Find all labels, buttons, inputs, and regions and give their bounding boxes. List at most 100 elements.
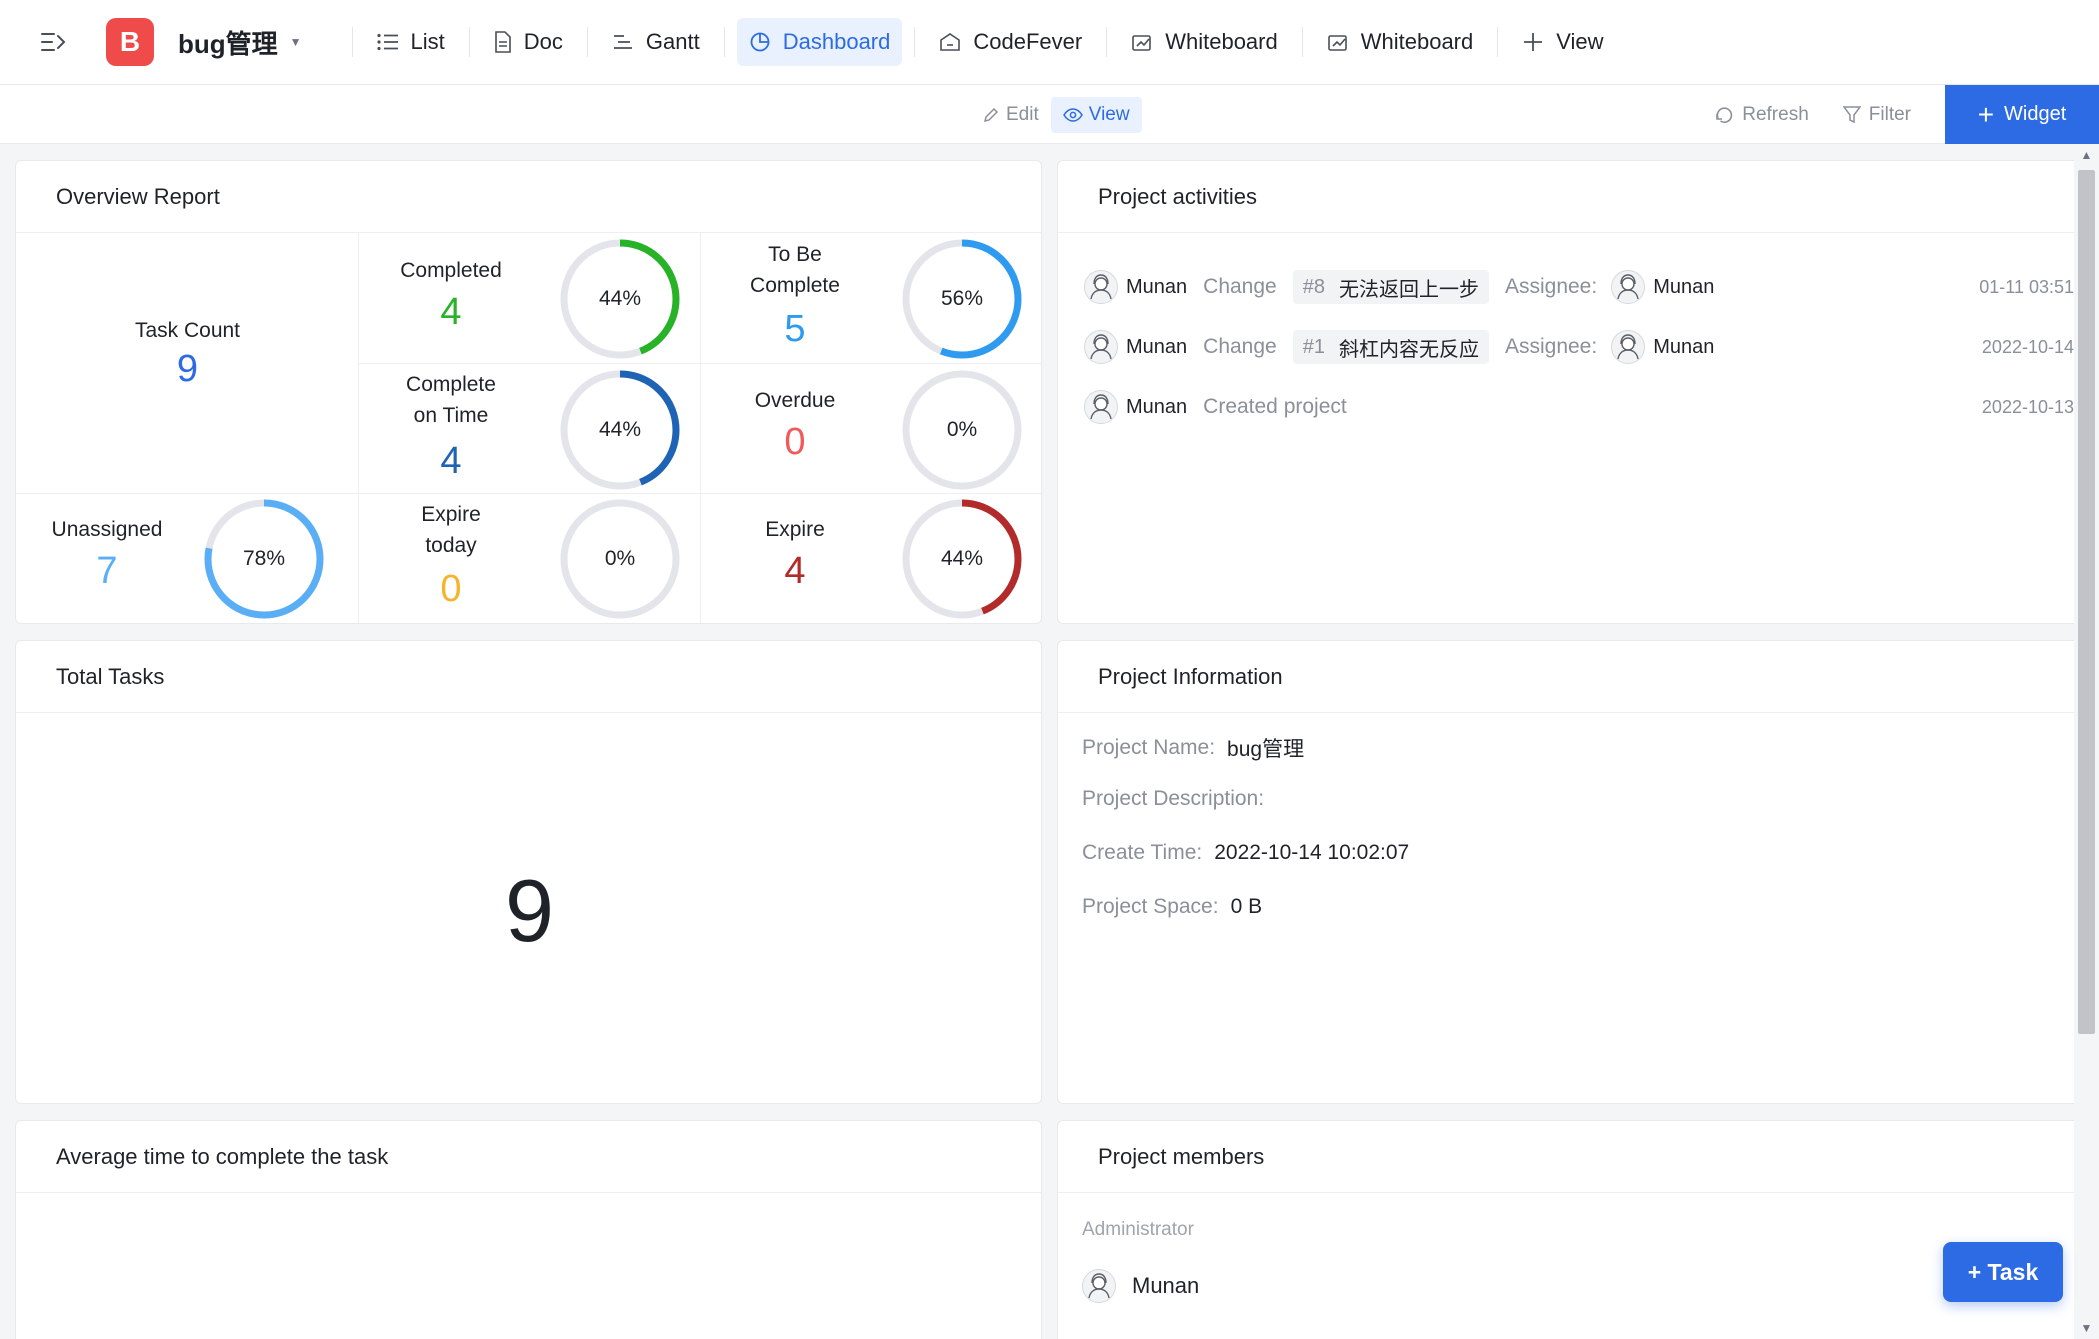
- project-logo: B: [106, 18, 154, 66]
- unassigned-ring: 78%: [202, 497, 326, 621]
- member-row[interactable]: Munan: [1082, 1269, 1199, 1303]
- activity-time: 01-11 03:51: [1979, 276, 2074, 297]
- add-view-button[interactable]: View: [1510, 18, 1615, 66]
- card-title: Overview Report: [16, 161, 1041, 233]
- avatar: [1611, 330, 1646, 364]
- ring-svg: [560, 499, 680, 619]
- tab-dashboard[interactable]: Dashboard: [736, 18, 903, 66]
- activity-time: 2022-10-14: [1981, 336, 2074, 357]
- completed-label: Completed: [400, 259, 502, 282]
- project-information-card: Project Information Project Name: bug管理 …: [1057, 640, 2074, 1104]
- activity-task-tag[interactable]: #1 斜杠内容无反应: [1292, 330, 1489, 364]
- expire-ring: 44%: [900, 497, 1024, 621]
- tab-gantt[interactable]: Gantt: [600, 18, 712, 66]
- unassigned-percent: 78%: [242, 547, 286, 570]
- project-description-row: Project Description:: [1082, 787, 1276, 811]
- caret-down-icon: ▼: [289, 35, 302, 49]
- scroll-up-icon[interactable]: ▲: [2080, 148, 2093, 162]
- project-switcher[interactable]: bug管理 ▼: [178, 24, 302, 61]
- dashboard-toolbar: Edit View Refresh Filter + Widget: [0, 85, 2099, 144]
- ring-track: [560, 499, 680, 619]
- create-time-row: Create Time: 2022-10-14 10:02:07: [1082, 841, 1409, 865]
- overdue-cell: Overdue 0 0%: [701, 364, 1041, 494]
- project-name: bug管理: [178, 28, 278, 59]
- activity-verb: Change: [1203, 275, 1277, 298]
- completed-cell: Completed 4 44%: [359, 233, 701, 364]
- toolbar-right: Refresh Filter + Widget: [1714, 85, 2099, 144]
- complete-on-time-percent: 44%: [598, 418, 642, 441]
- task-number: #8: [1302, 275, 1325, 298]
- assignee-name[interactable]: Munan: [1653, 335, 1715, 358]
- complete-on-time-label: Complete on Time: [406, 373, 496, 427]
- complete-on-time-cell: Complete on Time 4 44%: [359, 364, 701, 494]
- plus-icon: +: [1977, 98, 1995, 130]
- expire-label: Expire: [765, 518, 825, 541]
- codefever-icon: [939, 32, 961, 52]
- activity-task-tag[interactable]: #8 无法返回上一步: [1292, 270, 1489, 304]
- top-navigation-bar: B bug管理 ▼ List Doc Gantt Dashboard CodeF…: [0, 0, 2099, 85]
- sidebar-toggle-icon[interactable]: [26, 14, 82, 70]
- add-task-button[interactable]: + Task: [1943, 1242, 2063, 1302]
- refresh-button[interactable]: Refresh: [1714, 104, 1809, 126]
- tab-codefever[interactable]: CodeFever: [927, 18, 1094, 66]
- page-scrollbar[interactable]: ▲ ▼: [2074, 144, 2099, 1339]
- project-activities-card: Project activities Munan Change #8 无法返回上…: [1057, 160, 2074, 624]
- plus-icon: [1522, 31, 1544, 53]
- expire-percent: 44%: [940, 547, 984, 570]
- ring-progress: [902, 499, 1022, 619]
- activity-user[interactable]: Munan: [1126, 275, 1188, 298]
- activity-user[interactable]: Munan: [1126, 395, 1188, 418]
- ring-svg: [902, 499, 1022, 619]
- ring-svg: [902, 370, 1022, 490]
- member-name: Munan: [1132, 1273, 1200, 1298]
- view-mode-button[interactable]: View: [1050, 97, 1142, 133]
- task-name: 无法返回上一步: [1338, 278, 1479, 301]
- tab-doc[interactable]: Doc: [482, 18, 575, 66]
- task-count-label: Task Count: [134, 319, 241, 342]
- overdue-percent: 0%: [946, 418, 978, 441]
- completed-value: 4: [440, 291, 462, 333]
- unassigned-label: Unassigned: [51, 518, 163, 541]
- expire-today-ring: 0%: [558, 497, 682, 621]
- expire-today-cell: Expire today 0 0%: [359, 494, 701, 623]
- ring-svg: [902, 239, 1022, 359]
- tab-whiteboard-1[interactable]: Whiteboard: [1119, 18, 1290, 66]
- assignee-name[interactable]: Munan: [1653, 275, 1715, 298]
- expire-cell: Expire 4 44%: [701, 494, 1041, 623]
- expire-today-percent: 0%: [604, 547, 636, 570]
- expire-value: 4: [784, 550, 806, 592]
- task-name: 斜杠内容无反应: [1338, 338, 1479, 361]
- scroll-down-icon[interactable]: ▼: [2080, 1321, 2093, 1335]
- project-name-row: Project Name: bug管理: [1082, 733, 1304, 763]
- tab-list[interactable]: List: [365, 18, 457, 66]
- overview-report-card: Overview Report Task Count 9 Completed 4…: [15, 160, 1042, 624]
- task-count-cell: Task Count 9: [16, 233, 359, 494]
- filter-button[interactable]: Filter: [1842, 104, 1911, 126]
- card-title: Project activities: [1058, 161, 2074, 233]
- whiteboard-icon: [1327, 32, 1349, 52]
- activity-row: Munan Change #8 无法返回上一步 Assignee: Munan …: [1084, 267, 2074, 307]
- tab-whiteboard-2[interactable]: Whiteboard: [1315, 18, 1486, 66]
- avatar: [1611, 270, 1646, 304]
- to-be-complete-percent: 56%: [940, 287, 984, 310]
- activity-user[interactable]: Munan: [1126, 335, 1188, 358]
- edit-mode-button[interactable]: Edit: [970, 97, 1051, 133]
- doc-icon: [494, 31, 512, 53]
- avatar: [1084, 330, 1118, 364]
- ring-progress: [204, 499, 324, 619]
- to-be-complete-ring: 56%: [900, 237, 1024, 361]
- project-description-label: Project Description:: [1082, 787, 1265, 810]
- average-time-card: Average time to complete the task: [15, 1120, 1042, 1339]
- to-be-complete-label: To Be Complete: [750, 243, 840, 297]
- ring-svg: [204, 499, 324, 619]
- unassigned-value: 7: [96, 550, 118, 592]
- scrollbar-thumb[interactable]: [2078, 170, 2095, 1034]
- add-widget-button[interactable]: + Widget: [1945, 85, 2099, 144]
- expire-today-value: 0: [440, 568, 462, 610]
- project-space-row: Project Space: 0 B: [1082, 895, 1262, 919]
- to-be-complete-cell: To Be Complete 5 56%: [701, 233, 1041, 364]
- task-count-value: 9: [176, 348, 199, 390]
- gantt-icon: [612, 33, 634, 51]
- card-title: Total Tasks: [16, 641, 1041, 713]
- dashboard-icon: [749, 31, 771, 53]
